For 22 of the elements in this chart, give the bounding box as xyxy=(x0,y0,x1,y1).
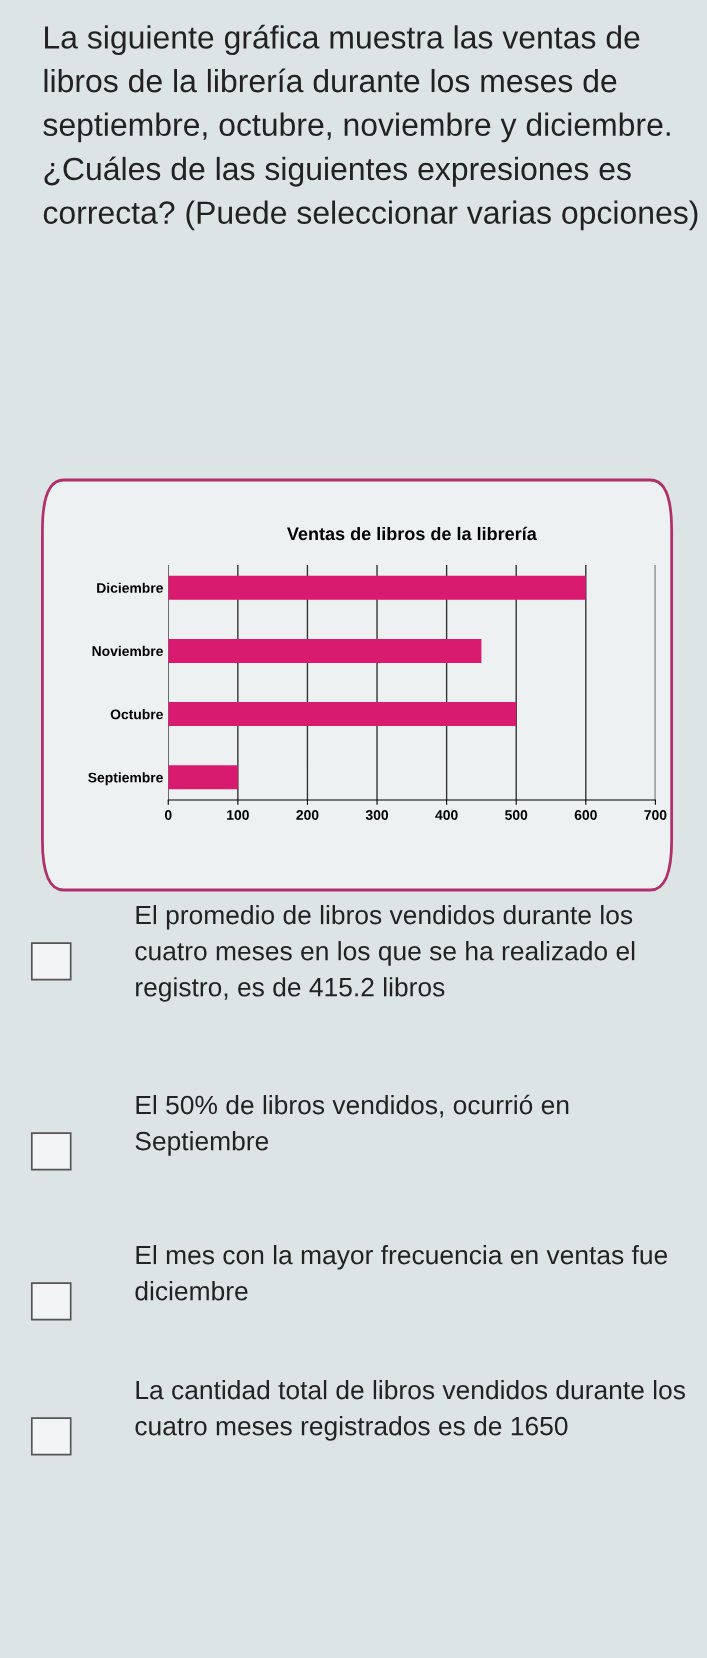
text: La cantidad total de libros vendidos durante los cuatro meses registrados es de 1650 xyxy=(135,1380,685,1441)
text: El promedio de libros vendidos durante los cuatro meses en los que se ha realizado el registro, es de 415.2 libros xyxy=(135,905,635,1002)
bar xyxy=(168,575,586,600)
x-tick-label: 700 xyxy=(644,810,667,820)
x-tick-label: 500 xyxy=(505,810,528,820)
y-tick-label: Diciembre xyxy=(97,582,163,593)
x-tick-label: 100 xyxy=(227,810,249,820)
x-tick-label: 400 xyxy=(435,810,458,820)
text: La siguiente gráfica muestra las ventas de libros de la librería durante los meses de septiembre, octubre, noviembre y diciembre. ¿Cuáles de las siguientes expresiones es correcta? (Puede seleccionar varias opciones) xyxy=(43,24,698,231)
y-tick-label: Octubre xyxy=(110,709,163,720)
chart-title: Ventas de libros de la librería xyxy=(287,526,537,541)
x-tick-label: 300 xyxy=(365,810,389,820)
bar xyxy=(168,638,482,663)
text: El 50% de libros vendidos, ocurrió en Septiembre xyxy=(135,1094,569,1156)
x-tick-label: 0 xyxy=(164,810,172,820)
bar xyxy=(168,765,238,790)
x-tick-label: 600 xyxy=(574,810,597,820)
y-tick-label: Septiembre xyxy=(88,772,163,786)
bar xyxy=(168,702,517,727)
x-tick-label: 200 xyxy=(296,810,319,820)
y-tick-label: Noviembre xyxy=(92,645,163,657)
text: El mes con la mayor frecuencia en ventas fue diciembre xyxy=(135,1245,668,1301)
